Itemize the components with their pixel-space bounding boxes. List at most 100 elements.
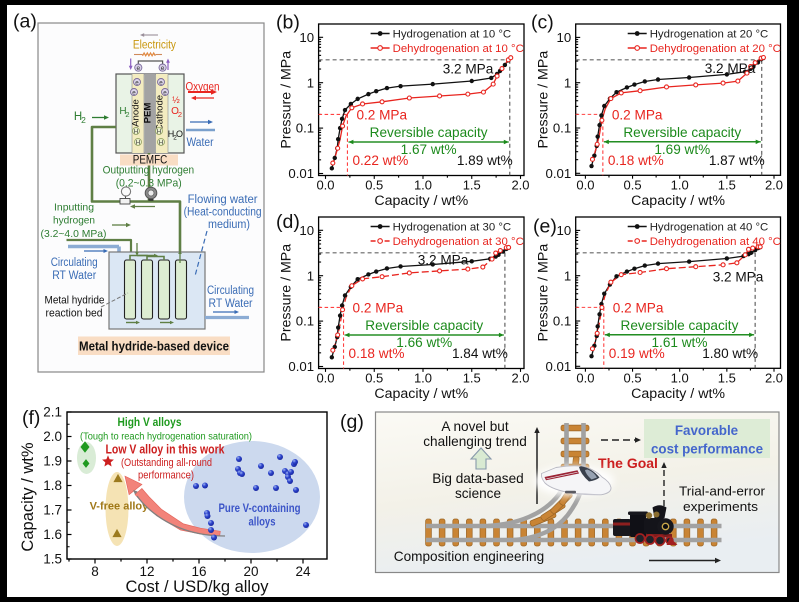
svg-text:e: e	[135, 79, 139, 86]
svg-text:1: 1	[564, 75, 571, 90]
svg-text:e: e	[163, 89, 167, 96]
svg-text:Inputting: Inputting	[54, 202, 94, 214]
svg-text:e: e	[161, 65, 165, 72]
svg-text:Outputting hydrogen: Outputting hydrogen	[103, 165, 195, 177]
svg-text:A novel but: A novel but	[441, 419, 508, 434]
svg-text:0.01: 0.01	[288, 166, 314, 181]
svg-text:O: O	[171, 106, 179, 117]
svg-text:1.89 wt%: 1.89 wt%	[457, 153, 513, 168]
svg-text:3.2 MPa: 3.2 MPa	[705, 61, 756, 76]
svg-text:Metal hydride-based device: Metal hydride-based device	[79, 339, 229, 354]
svg-text:Capacity / wt%: Capacity / wt%	[374, 386, 468, 402]
svg-text:Pressure / MPa: Pressure / MPa	[279, 244, 295, 342]
svg-text:Low V alloy in this work: Low V alloy in this work	[106, 442, 226, 457]
svg-text:Hydrogenation at 40 °C: Hydrogenation at 40 °C	[650, 222, 769, 234]
svg-text:0.1: 0.1	[553, 314, 571, 329]
svg-text:1.5: 1.5	[463, 178, 481, 193]
svg-text:Pressure / MPa: Pressure / MPa	[536, 51, 552, 149]
svg-text:(d): (d)	[276, 211, 300, 233]
svg-text:1: 1	[307, 75, 314, 90]
svg-text:alloys: alloys	[249, 516, 276, 529]
svg-text:1.84 wt%: 1.84 wt%	[452, 346, 508, 361]
svg-text:Capacity / wt%: Capacity / wt%	[631, 386, 725, 402]
svg-text:0.0: 0.0	[576, 178, 594, 193]
svg-text:Big data-based: Big data-based	[432, 471, 523, 486]
svg-text:H: H	[119, 106, 126, 117]
svg-text:Flowing water: Flowing water	[188, 194, 258, 206]
svg-text:(0.2~0.3 MPa): (0.2~0.3 MPa)	[116, 178, 182, 190]
svg-text:0.1: 0.1	[296, 121, 314, 136]
svg-text:e: e	[159, 79, 163, 86]
svg-text:0.2 MPa: 0.2 MPa	[612, 107, 663, 122]
svg-text:1.80 wt%: 1.80 wt%	[702, 346, 758, 361]
svg-text:(3.2~4.0 MPa): (3.2~4.0 MPa)	[41, 228, 107, 240]
svg-text:Cost / USD/kg alloy: Cost / USD/kg alloy	[125, 578, 269, 596]
svg-text:2: 2	[173, 135, 177, 142]
svg-text:2.0: 2.0	[765, 371, 783, 386]
svg-text:e: e	[132, 89, 136, 96]
svg-text:10: 10	[557, 223, 572, 238]
svg-text:O: O	[176, 129, 183, 139]
svg-text:0.2 MPa: 0.2 MPa	[613, 300, 664, 315]
svg-text:hydrogen: hydrogen	[53, 215, 95, 227]
svg-text:1.8: 1.8	[43, 478, 62, 493]
svg-text:Electricity: Electricity	[133, 40, 176, 52]
svg-text:1.5: 1.5	[718, 371, 736, 386]
svg-text:Reversible capacity: Reversible capacity	[621, 318, 739, 333]
svg-text:0.2 MPa: 0.2 MPa	[353, 300, 404, 315]
svg-text:Hydrogenation at 20 °C: Hydrogenation at 20 °C	[650, 29, 769, 41]
svg-text:(Heat-conducting: (Heat-conducting	[184, 207, 262, 219]
svg-text:8: 8	[91, 564, 99, 579]
svg-text:0.01: 0.01	[288, 359, 314, 374]
svg-text:20: 20	[243, 564, 258, 579]
svg-text:Pressure / MPa: Pressure / MPa	[536, 244, 552, 342]
svg-text:experiments: experiments	[683, 499, 758, 514]
svg-text:0.5: 0.5	[365, 178, 383, 193]
svg-text:½: ½	[172, 95, 180, 105]
svg-text:science: science	[455, 486, 501, 501]
svg-text:0.1: 0.1	[553, 121, 571, 136]
svg-text:1.6: 1.6	[43, 527, 62, 542]
svg-text:RT Water: RT Water	[209, 298, 253, 310]
svg-text:2.0: 2.0	[511, 178, 529, 193]
svg-text:Cathode: Cathode	[155, 95, 166, 131]
svg-text:Circulating: Circulating	[51, 257, 98, 269]
svg-text:2: 2	[178, 110, 182, 119]
svg-text:1: 1	[564, 268, 571, 283]
svg-text:Pressure / MPa: Pressure / MPa	[279, 51, 295, 149]
svg-text:Dehydrogenation at 10 °C: Dehydrogenation at 10 °C	[393, 43, 524, 55]
svg-text:H: H	[74, 111, 82, 123]
svg-text:1.5: 1.5	[463, 371, 481, 386]
svg-text:1.66 wt%: 1.66 wt%	[396, 335, 452, 350]
svg-text:0.01: 0.01	[546, 359, 572, 374]
svg-text:0.1: 0.1	[296, 314, 314, 329]
svg-text:H: H	[168, 129, 175, 139]
svg-text:Reversible capacity: Reversible capacity	[365, 318, 483, 333]
svg-text:16: 16	[191, 564, 206, 579]
svg-text:e: e	[136, 65, 140, 72]
svg-text:0.0: 0.0	[316, 371, 334, 386]
svg-text:0.19 wt%: 0.19 wt%	[609, 346, 665, 361]
svg-text:2: 2	[81, 115, 86, 125]
svg-text:2: 2	[125, 110, 129, 119]
svg-text:10: 10	[557, 30, 572, 45]
svg-text:1.5: 1.5	[43, 552, 62, 567]
svg-text:High V alloys: High V alloys	[118, 416, 182, 429]
svg-text:0.18 wt%: 0.18 wt%	[349, 346, 405, 361]
svg-text:Circulating: Circulating	[207, 285, 254, 297]
svg-text:0.0: 0.0	[316, 178, 334, 193]
svg-text:3.2 MPa: 3.2 MPa	[713, 270, 764, 285]
svg-text:0.5: 0.5	[624, 178, 642, 193]
svg-text:1.0: 1.0	[671, 178, 689, 193]
svg-text:1: 1	[307, 268, 314, 283]
svg-text:0.5: 0.5	[624, 371, 642, 386]
svg-text:Composition engineering: Composition engineering	[394, 549, 544, 564]
svg-text:Reversible capacity: Reversible capacity	[623, 125, 741, 140]
svg-text:0.5: 0.5	[365, 371, 383, 386]
svg-text:(b): (b)	[276, 12, 300, 34]
svg-text:Capacity / wt%: Capacity / wt%	[19, 442, 37, 551]
svg-text:V-free alloys: V-free alloys	[90, 501, 155, 513]
svg-text:Dehydrogenation at 20 °C: Dehydrogenation at 20 °C	[650, 43, 781, 55]
svg-text:H: H	[157, 128, 161, 135]
svg-text:0.2 MPa: 0.2 MPa	[356, 107, 407, 122]
